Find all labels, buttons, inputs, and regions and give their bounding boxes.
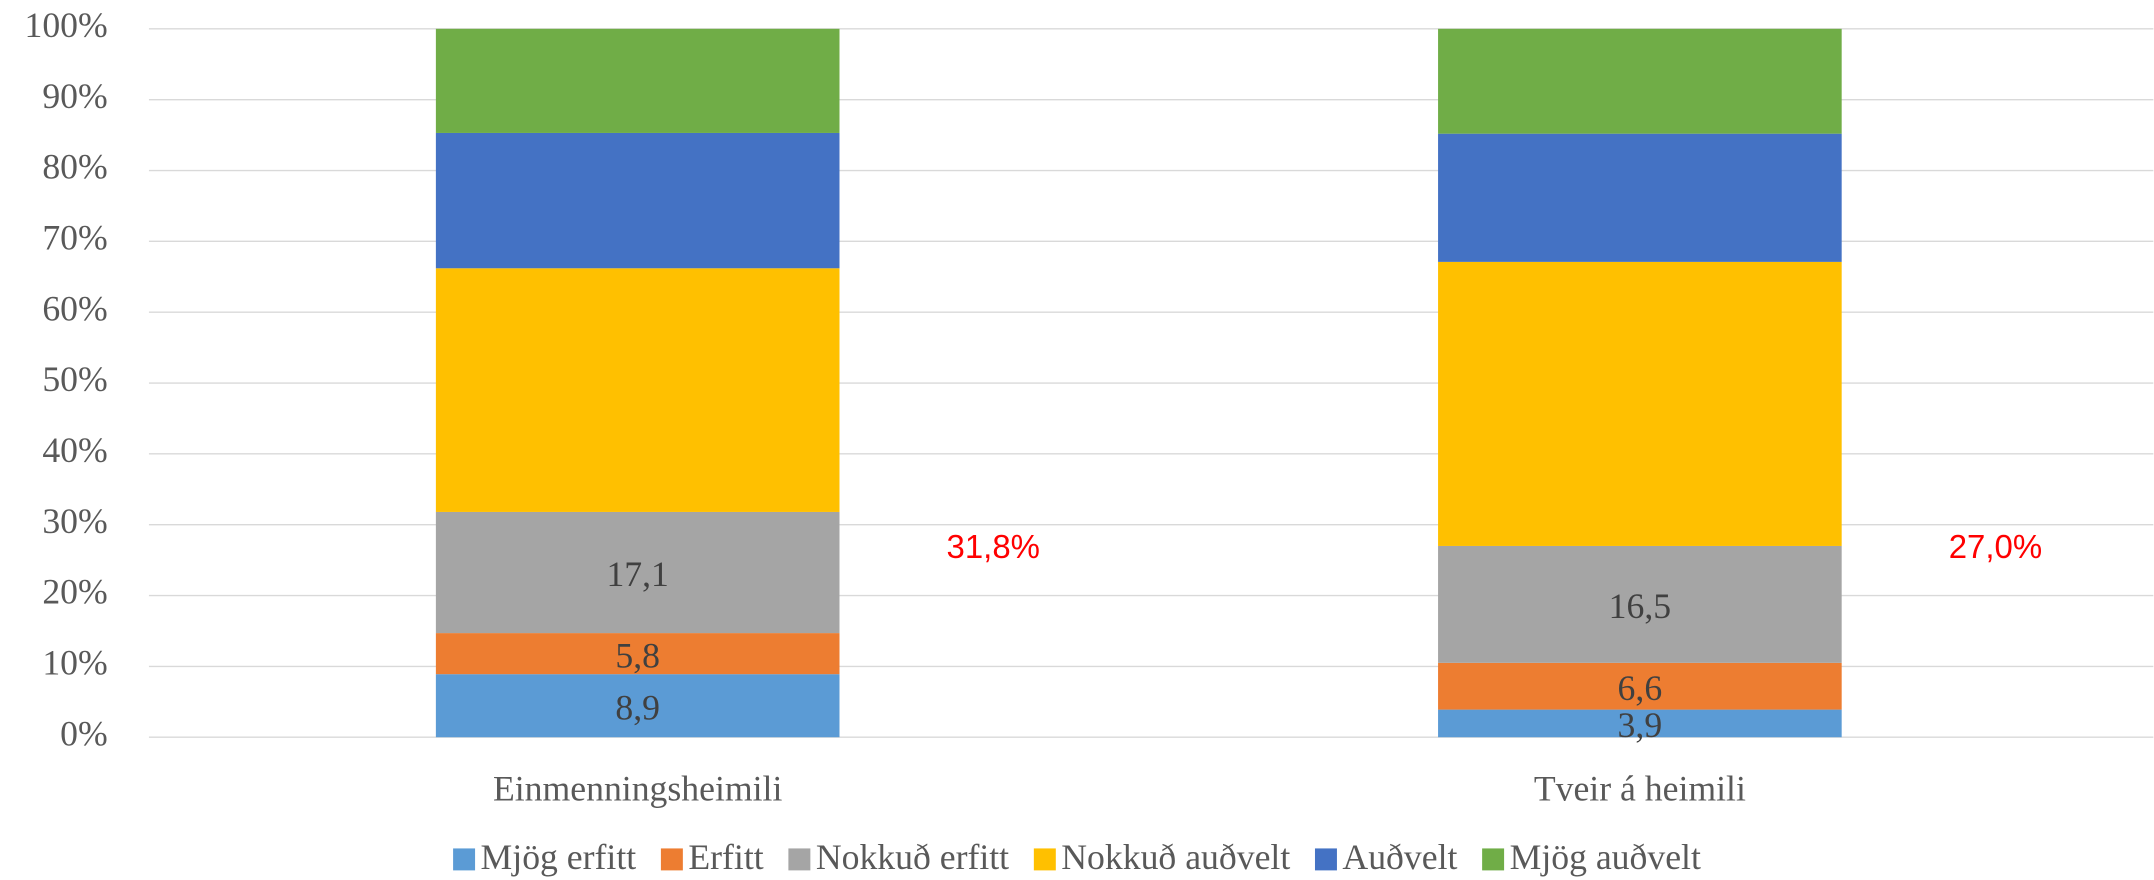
legend-swatch bbox=[1482, 848, 1505, 871]
legend-label: Nokkuð erfitt bbox=[816, 837, 1009, 877]
y-tick-label: 40% bbox=[42, 430, 107, 470]
legend-label: Erfitt bbox=[688, 837, 763, 877]
y-tick-label: 80% bbox=[42, 147, 107, 187]
bar-segment bbox=[435, 511, 840, 634]
bar-segment bbox=[1438, 662, 1842, 710]
x-tick-label: Einmenningsheimili bbox=[493, 768, 783, 808]
legend-swatch bbox=[1314, 848, 1337, 871]
bar-segment bbox=[435, 268, 840, 512]
y-tick-label: 0% bbox=[60, 713, 108, 753]
annotation: 31,8% bbox=[947, 528, 1040, 565]
bar-segment bbox=[1438, 261, 1842, 546]
y-tick-label: 60% bbox=[42, 288, 107, 328]
legend-label: Mjög auðvelt bbox=[1510, 837, 1701, 877]
value-label: 17,1 bbox=[606, 554, 668, 594]
value-label: 6,6 bbox=[1618, 668, 1663, 708]
legend-swatch bbox=[453, 848, 476, 871]
y-tick-label: 10% bbox=[42, 643, 107, 683]
legend-swatch bbox=[660, 848, 683, 871]
legend-label: Auðvelt bbox=[1342, 837, 1457, 877]
y-tick-label: 70% bbox=[42, 218, 107, 258]
legend-label: Nokkuð auðvelt bbox=[1061, 837, 1290, 877]
y-tick-label: 100% bbox=[24, 5, 107, 45]
bar-segment bbox=[1438, 28, 1842, 134]
bar-segment bbox=[435, 633, 840, 675]
bar-segment bbox=[435, 674, 840, 738]
y-tick-label: 30% bbox=[42, 501, 107, 541]
y-tick-label: 50% bbox=[42, 359, 107, 399]
y-tick-label: 90% bbox=[42, 76, 107, 116]
bar-segment bbox=[435, 132, 840, 269]
y-tick-label: 20% bbox=[42, 572, 107, 612]
legend-label: Mjög erfitt bbox=[481, 837, 637, 877]
value-label: 8,9 bbox=[615, 687, 660, 727]
bar-segment bbox=[435, 28, 840, 133]
value-label: 3,9 bbox=[1618, 705, 1663, 745]
legend: Mjög erfitt Erfitt Nokkuð erfitt Nokkuð auð… bbox=[453, 837, 1701, 877]
legend-swatch bbox=[1033, 848, 1056, 871]
legend-swatch bbox=[788, 848, 811, 871]
value-label: 5,8 bbox=[615, 635, 660, 675]
bar-segment bbox=[1438, 709, 1842, 738]
bar-segment bbox=[1438, 133, 1842, 262]
x-tick-label: Tveir á heimili bbox=[1534, 768, 1746, 808]
bar-segment bbox=[1438, 545, 1842, 663]
value-label: 16,5 bbox=[1609, 586, 1671, 626]
annotation: 27,0% bbox=[1949, 528, 2042, 565]
